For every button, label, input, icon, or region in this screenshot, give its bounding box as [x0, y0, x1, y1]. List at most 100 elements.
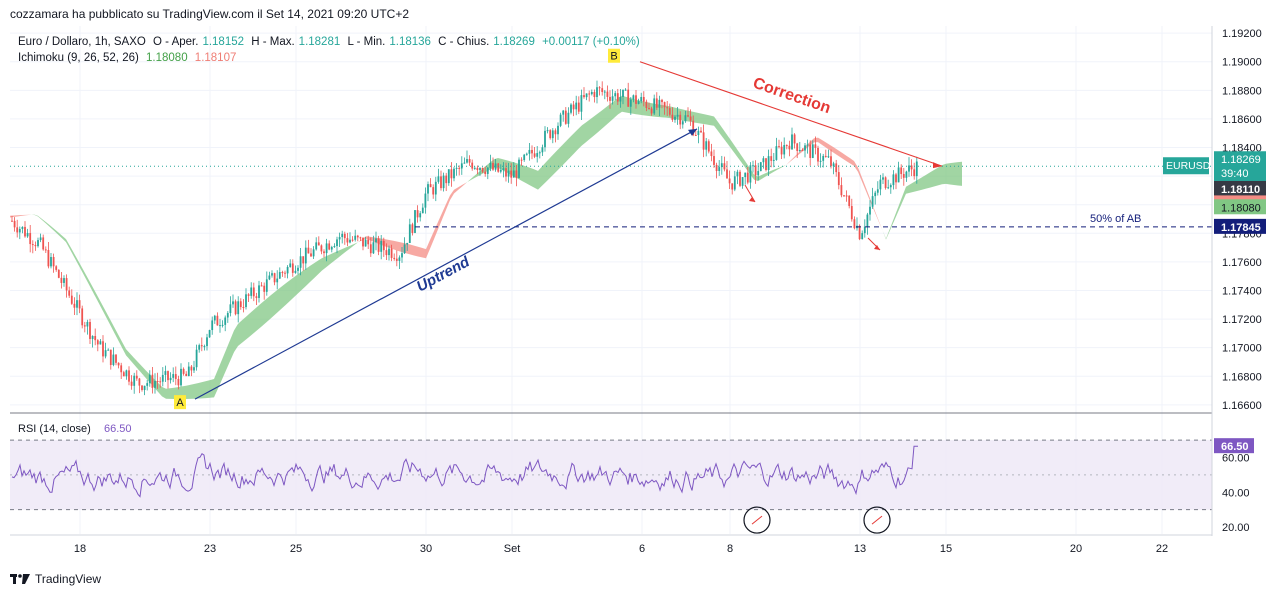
cloud-segment	[286, 280, 290, 305]
candle-body	[312, 249, 315, 257]
candle-body	[211, 320, 214, 331]
candle-body	[611, 96, 614, 101]
candle-body	[284, 272, 286, 274]
cloud-segment	[886, 228, 890, 240]
candle-body	[762, 158, 765, 163]
candle-body	[437, 176, 440, 182]
candle-body	[694, 134, 697, 136]
candle-body	[653, 98, 656, 114]
candle-body	[609, 96, 611, 101]
candle-body	[161, 374, 164, 382]
candle-body	[835, 163, 838, 173]
cloud-segment	[334, 250, 338, 261]
candle-body	[830, 156, 832, 167]
candle-body	[47, 250, 50, 267]
candle-body	[333, 246, 336, 248]
candle-body	[65, 278, 68, 291]
cloud-segment	[762, 173, 766, 179]
candle-body	[655, 98, 658, 108]
cloud-segment	[778, 166, 782, 170]
candle-body	[551, 130, 554, 139]
cloud-segment	[250, 309, 254, 337]
candle-body	[895, 174, 897, 183]
candle-body	[796, 143, 799, 151]
candle-body	[746, 172, 749, 183]
cloud-segment	[134, 357, 138, 370]
candle-body	[512, 170, 515, 178]
candle-body	[86, 321, 89, 327]
cloud-segment	[138, 362, 142, 374]
candle-body	[577, 102, 580, 112]
chart-area[interactable]: 50% of AB Uptrend Correction A B RSI (14, cl…	[0, 24, 1280, 564]
candle-body	[479, 167, 481, 171]
cloud-segment	[322, 256, 326, 271]
candle-body	[120, 365, 123, 373]
candle-body	[375, 238, 377, 243]
up-arrow	[751, 515, 763, 525]
x-tick-label: 8	[727, 543, 733, 555]
candle-body	[341, 233, 344, 238]
candle-body	[606, 91, 609, 97]
candle-body	[367, 239, 370, 245]
candle-body	[70, 295, 73, 304]
x-tick-label: 25	[290, 543, 302, 555]
candle-body	[89, 321, 91, 339]
x-tick-label: 13	[854, 543, 866, 555]
cloud-segment	[246, 313, 250, 340]
point-a-marker	[174, 395, 186, 410]
candle-body	[172, 374, 175, 378]
candle-body	[889, 185, 892, 188]
candle-body	[159, 381, 162, 383]
candles	[11, 80, 918, 396]
cloud-segment	[342, 247, 346, 255]
candle-body	[614, 93, 617, 97]
cloud-segment	[898, 197, 902, 213]
candle-body	[681, 121, 684, 125]
cloud-segment	[862, 177, 866, 192]
candle-body	[585, 93, 588, 98]
candle-body	[265, 279, 268, 292]
up-arrow	[871, 515, 883, 525]
candle-body	[666, 107, 669, 109]
candle-body	[575, 102, 578, 110]
candle-body	[697, 130, 700, 136]
candle-body	[476, 167, 479, 171]
candle-body	[601, 88, 604, 92]
candle-body	[616, 93, 619, 102]
candle-body	[486, 167, 489, 174]
candle-body	[481, 167, 484, 172]
candle-body	[29, 233, 32, 245]
candle-body	[588, 93, 591, 95]
cloud-segment	[798, 149, 802, 156]
candle-body	[276, 278, 279, 283]
cloud-segment	[702, 113, 706, 125]
x-tick-label: 20	[1070, 543, 1082, 555]
candle-body	[741, 177, 744, 186]
candle-body	[117, 362, 120, 366]
legend-close: 1.18269	[493, 36, 535, 48]
cloud-segment	[774, 168, 778, 172]
candle-body	[68, 290, 71, 296]
cloud-segment	[94, 289, 98, 302]
cloud-segment	[454, 187, 458, 194]
candle-body	[819, 160, 822, 162]
candle-body	[492, 162, 494, 170]
candle-body	[593, 91, 596, 98]
candle-body	[320, 245, 323, 252]
candle-body	[564, 110, 567, 124]
candle-body	[268, 275, 271, 280]
y-tick-label: 1.18800	[1222, 85, 1262, 97]
candle-body	[910, 165, 913, 170]
candle-body	[648, 107, 650, 109]
y-tick-label: 1.17000	[1222, 343, 1262, 355]
candle-body	[226, 313, 229, 318]
cloud-segment	[222, 349, 226, 380]
header-bar: cozzamara ha pubblicato su TradingView.c…	[0, 0, 1280, 26]
candle-body	[853, 219, 856, 229]
candle-body	[629, 99, 632, 107]
candle-body	[887, 187, 890, 189]
candle-body	[463, 162, 466, 164]
cloud-segment	[854, 160, 858, 172]
y-tick-label: 1.17600	[1222, 257, 1262, 269]
candle-body	[206, 337, 208, 347]
